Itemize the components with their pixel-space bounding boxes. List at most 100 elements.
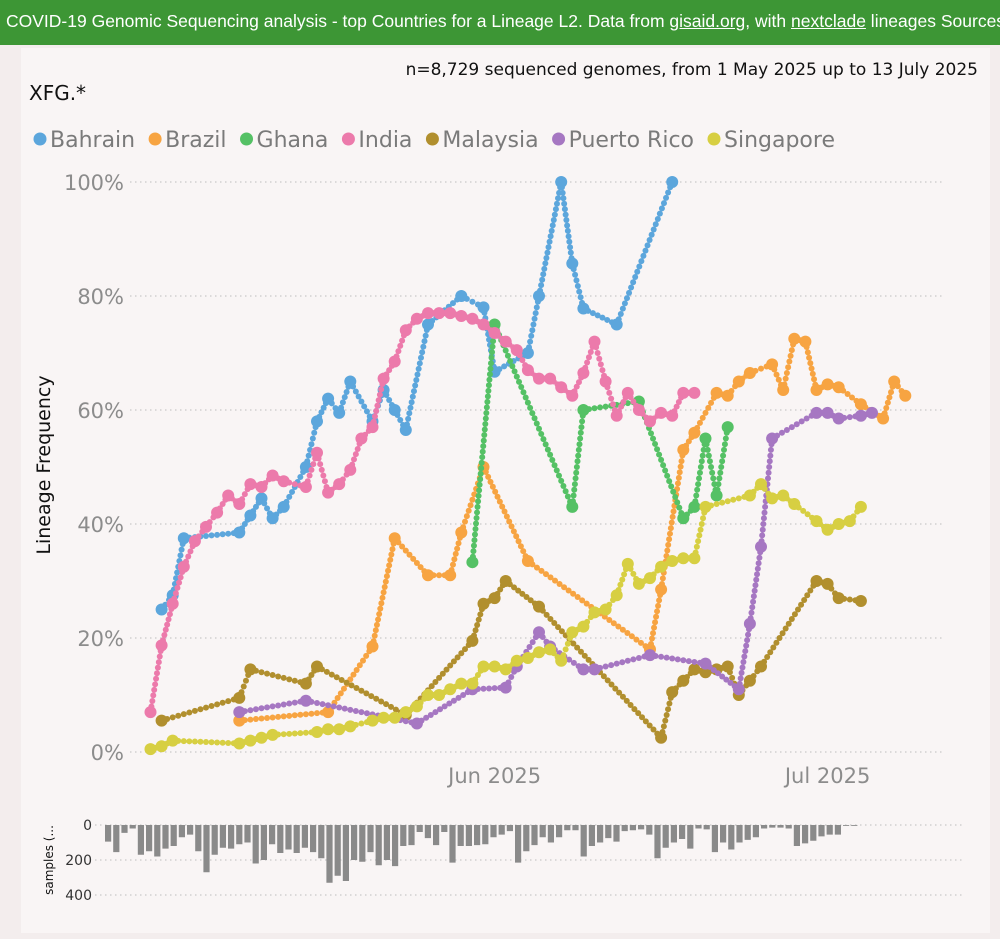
data-point-singapore[interactable] [744, 490, 756, 502]
data-point-bahrain[interactable] [577, 303, 589, 315]
data-point-malaysia[interactable] [744, 675, 756, 687]
data-point-brazil[interactable] [811, 384, 823, 396]
data-point-malaysia[interactable] [500, 575, 512, 587]
data-point-singapore[interactable] [378, 712, 390, 724]
data-point-puerto-rico[interactable] [700, 658, 712, 670]
data-point-puerto-rico[interactable] [533, 626, 545, 638]
data-point-singapore[interactable] [777, 490, 789, 502]
data-point-india[interactable] [666, 410, 678, 422]
data-point-india[interactable] [522, 364, 534, 376]
data-point-singapore[interactable] [677, 552, 689, 564]
data-point-bahrain[interactable] [156, 604, 168, 616]
legend-item-india[interactable]: India [342, 128, 413, 153]
data-point-singapore[interactable] [256, 732, 268, 744]
data-point-brazil[interactable] [888, 376, 900, 388]
data-point-singapore[interactable] [411, 700, 423, 712]
legend-item-malaysia[interactable]: Malaysia [426, 128, 539, 153]
data-point-india[interactable] [489, 327, 501, 339]
data-point-malaysia[interactable] [478, 598, 490, 610]
data-point-india[interactable] [422, 307, 434, 319]
data-point-bahrain[interactable] [478, 301, 490, 313]
legend-item-puerto-rico[interactable]: Puerto Rico [552, 128, 694, 153]
data-point-india[interactable] [311, 447, 323, 459]
data-point-brazil[interactable] [799, 336, 811, 348]
data-point-bahrain[interactable] [233, 527, 245, 539]
data-point-india[interactable] [145, 706, 157, 718]
data-point-singapore[interactable] [844, 515, 856, 527]
data-point-india[interactable] [677, 387, 689, 399]
data-point-brazil[interactable] [367, 641, 379, 653]
data-point-brazil[interactable] [788, 333, 800, 345]
data-point-malaysia[interactable] [811, 575, 823, 587]
legend-item-brazil[interactable]: Brazil [149, 128, 227, 153]
data-point-puerto-rico[interactable] [766, 433, 778, 445]
data-point-puerto-rico[interactable] [744, 618, 756, 630]
data-point-singapore[interactable] [244, 735, 256, 747]
data-point-india[interactable] [233, 498, 245, 510]
legend-item-bahrain[interactable]: Bahrain [34, 128, 136, 153]
data-point-malaysia[interactable] [233, 692, 245, 704]
data-point-singapore[interactable] [688, 552, 700, 564]
data-point-singapore[interactable] [633, 578, 645, 590]
data-point-india[interactable] [367, 421, 379, 433]
data-point-singapore[interactable] [233, 737, 245, 749]
data-point-bahrain[interactable] [178, 532, 190, 544]
data-point-brazil[interactable] [455, 527, 467, 539]
data-point-india[interactable] [189, 535, 201, 547]
data-point-ghana[interactable] [700, 433, 712, 445]
data-point-malaysia[interactable] [855, 595, 867, 607]
data-point-india[interactable] [500, 336, 512, 348]
data-point-brazil[interactable] [777, 384, 789, 396]
data-point-singapore[interactable] [267, 729, 279, 741]
data-point-brazil[interactable] [722, 390, 734, 402]
data-point-singapore[interactable] [422, 689, 434, 701]
data-point-malaysia[interactable] [533, 601, 545, 613]
data-point-india[interactable] [256, 481, 268, 493]
data-point-india[interactable] [633, 404, 645, 416]
data-point-india[interactable] [322, 487, 334, 499]
data-point-india[interactable] [222, 490, 234, 502]
data-point-singapore[interactable] [500, 663, 512, 675]
data-point-bahrain[interactable] [422, 319, 434, 331]
data-point-singapore[interactable] [322, 723, 334, 735]
data-point-malaysia[interactable] [722, 661, 734, 673]
data-point-brazil[interactable] [733, 376, 745, 388]
data-point-malaysia[interactable] [156, 715, 168, 727]
data-point-singapore[interactable] [333, 723, 345, 735]
data-point-singapore[interactable] [400, 706, 412, 718]
data-point-india[interactable] [355, 433, 367, 445]
data-point-bahrain[interactable] [566, 258, 578, 270]
data-point-bahrain[interactable] [666, 176, 678, 188]
data-point-bahrain[interactable] [389, 404, 401, 416]
data-point-bahrain[interactable] [256, 492, 268, 504]
data-point-puerto-rico[interactable] [411, 718, 423, 730]
data-point-singapore[interactable] [455, 678, 467, 690]
data-point-ghana[interactable] [466, 556, 478, 568]
data-point-brazil[interactable] [877, 413, 889, 425]
data-point-puerto-rico[interactable] [233, 706, 245, 718]
data-point-ghana[interactable] [677, 512, 689, 524]
data-point-malaysia[interactable] [677, 675, 689, 687]
data-point-singapore[interactable] [766, 492, 778, 504]
data-point-india[interactable] [211, 507, 223, 519]
data-point-india[interactable] [433, 307, 445, 319]
data-point-brazil[interactable] [766, 358, 778, 370]
data-point-singapore[interactable] [600, 604, 612, 616]
data-point-india[interactable] [511, 344, 523, 356]
data-point-singapore[interactable] [833, 518, 845, 530]
data-point-bahrain[interactable] [333, 407, 345, 419]
data-point-ghana[interactable] [711, 490, 723, 502]
data-point-singapore[interactable] [511, 655, 523, 667]
data-point-india[interactable] [600, 376, 612, 388]
data-point-singapore[interactable] [145, 743, 157, 755]
data-point-malaysia[interactable] [655, 732, 667, 744]
data-point-singapore[interactable] [522, 652, 534, 664]
data-point-malaysia[interactable] [244, 663, 256, 675]
data-point-singapore[interactable] [788, 498, 800, 510]
data-point-india[interactable] [156, 639, 168, 651]
data-point-singapore[interactable] [311, 726, 323, 738]
data-point-india[interactable] [611, 410, 623, 422]
data-point-brazil[interactable] [389, 532, 401, 544]
data-point-singapore[interactable] [466, 678, 478, 690]
data-point-singapore[interactable] [700, 501, 712, 513]
